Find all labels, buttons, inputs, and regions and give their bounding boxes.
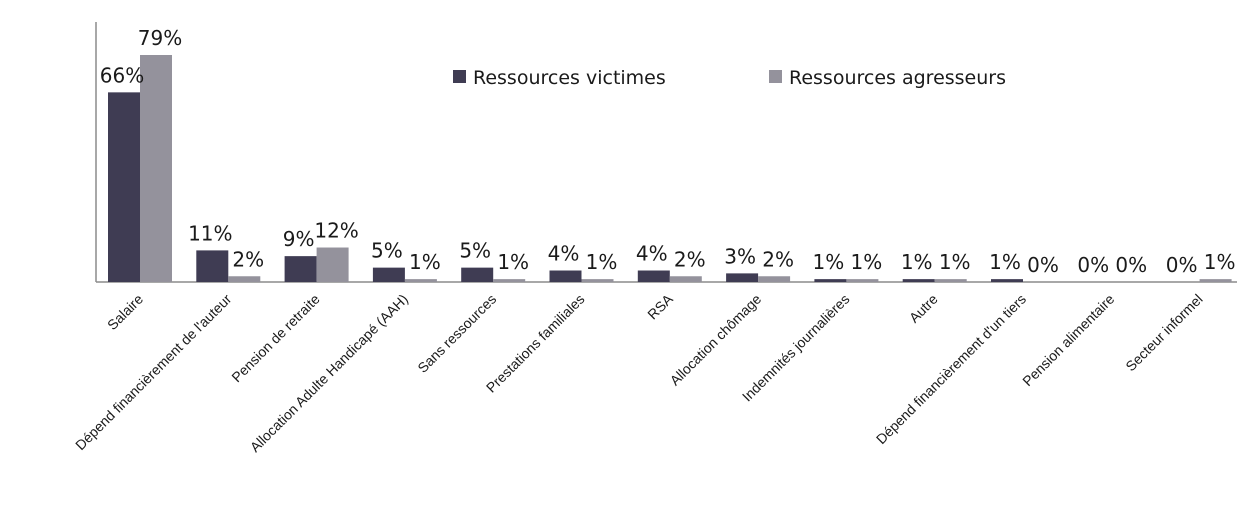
category-label-5: Prestations familiales [483,291,588,396]
bars-group [108,55,1232,282]
category-label-11: Pension alimentaire [1019,291,1117,389]
data-label-agresseurs-0: 79% [138,26,182,50]
bar-victimes-7 [726,273,759,282]
bar-victimes-3 [372,267,405,282]
legend-label-victimes: Ressources victimes [473,67,666,89]
category-label-4: Sans ressources [414,291,499,376]
legend: Ressources victimes Ressources agresseurs [453,67,1006,89]
data-label-victimes-10: 1% [989,250,1021,274]
data-label-victimes-6: 4% [636,242,668,266]
data-label-victimes-7: 3% [724,244,756,268]
bar-victimes-8 [814,279,847,282]
bar-victimes-9 [902,279,935,282]
bar-agresseurs-3 [404,279,437,282]
data-label-victimes-1: 11% [188,221,232,245]
legend-label-agresseurs: Ressources agresseurs [789,67,1006,89]
data-label-agresseurs-2: 12% [314,219,358,243]
legend-swatch-victimes [453,70,466,83]
bar-victimes-10 [991,279,1023,282]
data-label-victimes-8: 1% [813,250,845,274]
category-label-10: Dépend financièrement d'un tiers [873,291,1029,447]
data-label-victimes-12: 0% [1166,253,1198,277]
bar-victimes-5 [549,270,582,282]
bar-agresseurs-0 [140,55,172,282]
category-label-9: Autre [906,291,941,326]
category-label-3: Allocation Adulte Handicapé (AAH) [247,291,411,455]
data-label-victimes-11: 0% [1077,253,1109,277]
data-label-victimes-0: 66% [100,63,144,87]
bar-agresseurs-8 [846,279,879,282]
bar-agresseurs-7 [758,276,791,282]
category-label-0: Salaire [104,291,146,333]
data-labels-group: 66%79%11%2%9% 12%5% 1% 5% 1% 4% 1% 4% 2% 3% 2% 1% 1%… [100,26,1236,277]
bar-victimes-4 [461,267,494,282]
data-label-agresseurs-10: 0% [1027,253,1059,277]
data-label-agresseurs-6: 2% [674,247,706,271]
data-label-agresseurs-11: 0% [1115,253,1147,277]
data-label-victimes-3: 5% [371,239,403,263]
bar-agresseurs-5 [581,279,614,282]
category-label-1: Dépend financièrement de l'auteur [72,291,235,454]
category-label-7: Allocation chômage [667,291,765,389]
data-label-agresseurs-4: 1% [497,250,529,274]
bar-victimes-2 [284,256,317,282]
data-label-victimes-5: 4% [548,242,580,266]
data-label-victimes-9: 1% [901,250,933,274]
data-label-agresseurs-9: 1% [939,250,971,274]
bar-victimes-1 [196,250,229,282]
bar-agresseurs-4 [493,279,526,282]
data-label-agresseurs-3: 1% [409,250,441,274]
bar-agresseurs-1 [228,276,261,282]
data-label-agresseurs-8: 1% [851,250,883,274]
bar-victimes-0 [108,92,140,282]
data-label-agresseurs-5: 1% [586,250,618,274]
bar-agresseurs-12 [1199,279,1232,282]
bar-agresseurs-9 [934,279,967,282]
bar-agresseurs-2 [316,247,349,282]
bar-victimes-6 [637,270,670,282]
legend-swatch-agresseurs [769,70,782,83]
data-label-agresseurs-7: 2% [762,247,794,271]
data-label-victimes-4: 5% [459,239,491,263]
data-label-victimes-2: 9% [283,227,315,251]
data-label-agresseurs-1: 2% [232,247,264,271]
category-label-12: Secteur informel [1122,291,1205,374]
bar-agresseurs-6 [669,276,702,282]
category-label-2: Pension de retraite [228,291,323,386]
category-label-6: RSA [644,290,676,322]
data-label-agresseurs-12: 1% [1204,250,1236,274]
